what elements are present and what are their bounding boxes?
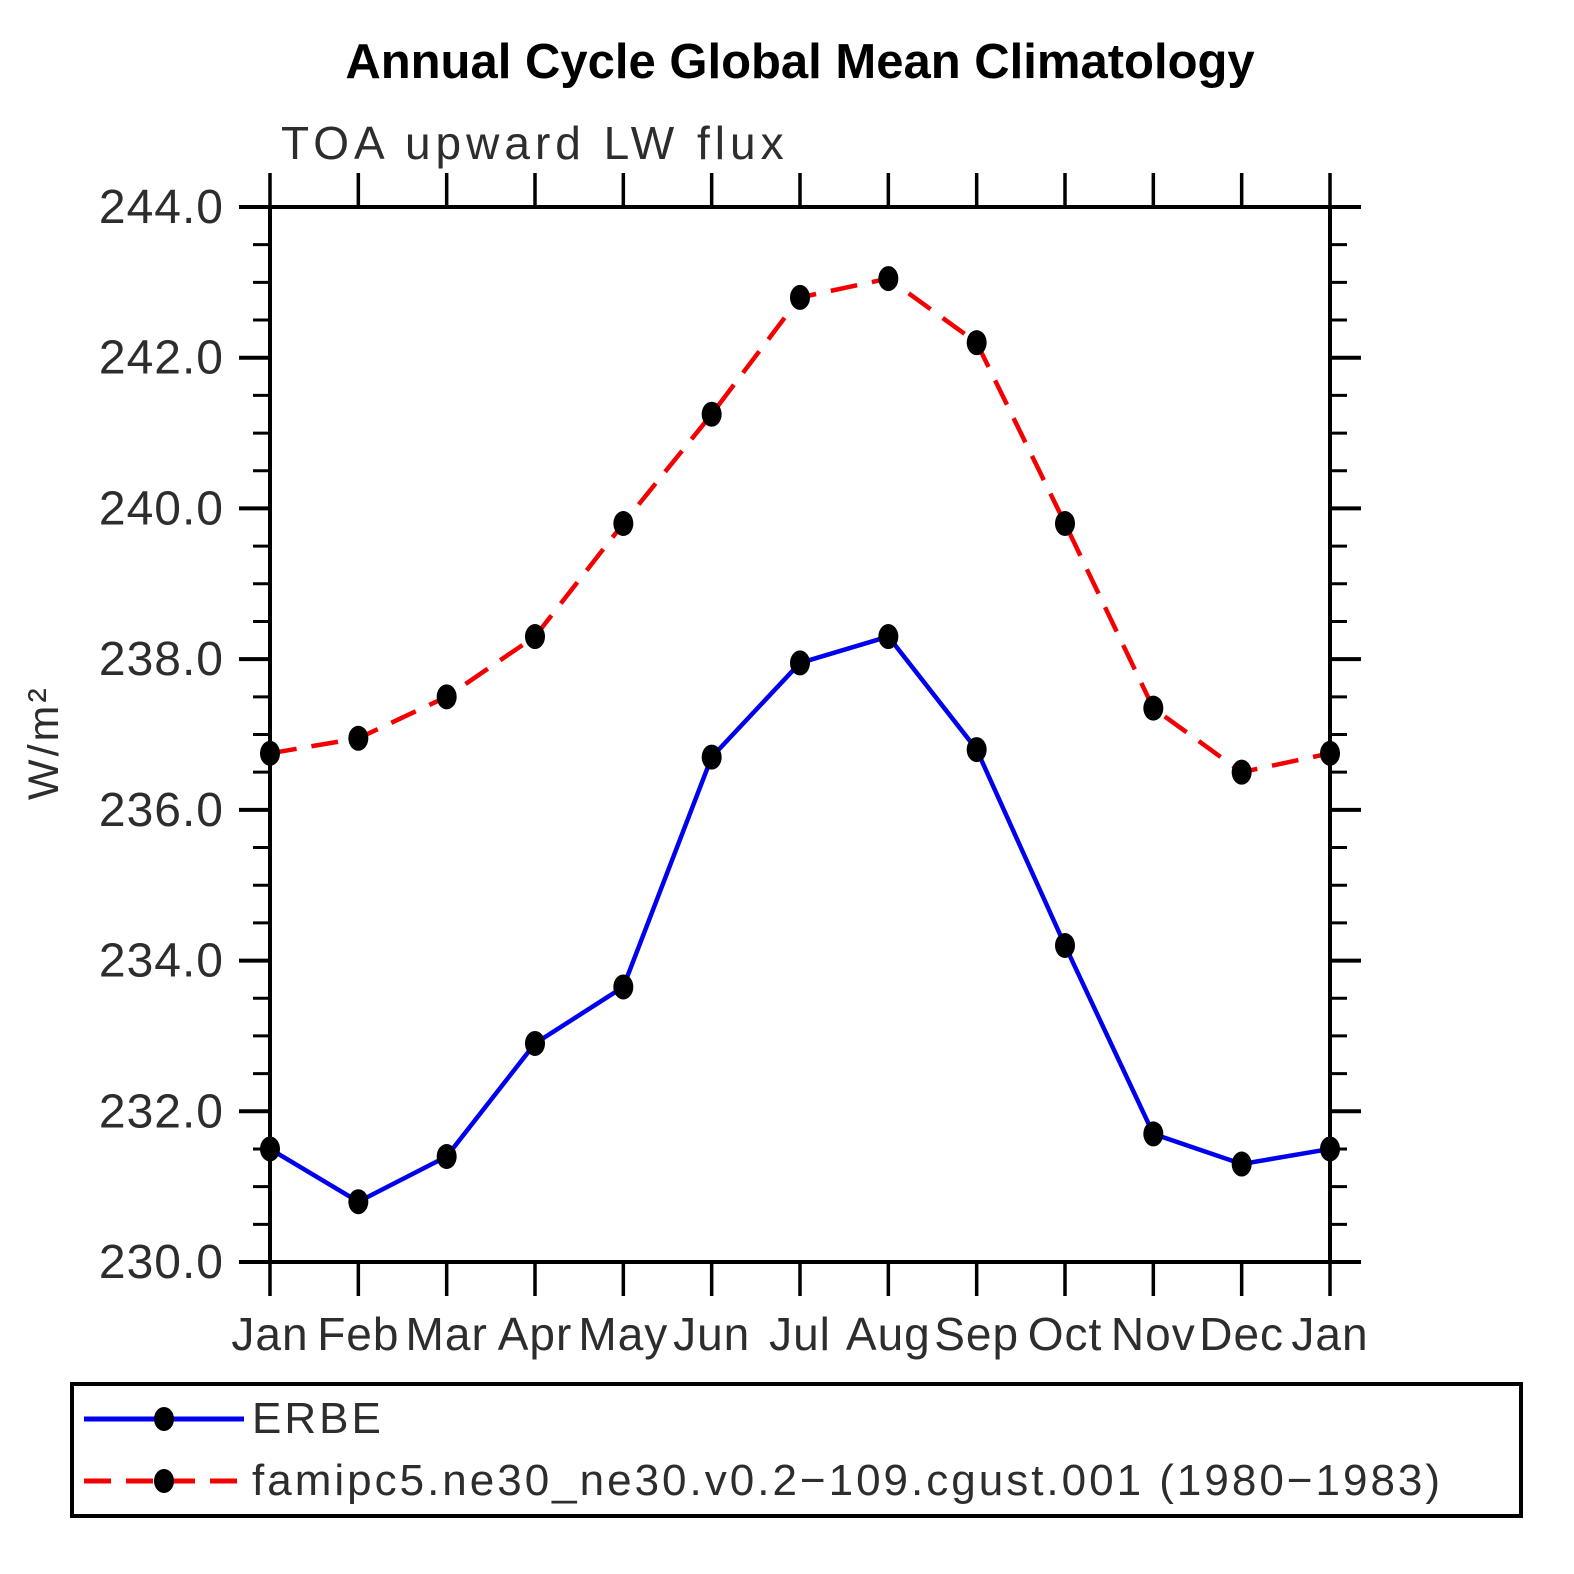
data-point-marker bbox=[436, 1144, 457, 1169]
data-point-marker bbox=[260, 740, 280, 766]
legend-row-model: famipc5.ne30_ne30.v0.2−109.cgust.001 (19… bbox=[80, 1452, 1519, 1510]
data-point-marker bbox=[436, 684, 457, 710]
y-tick-label: 238.0 bbox=[99, 633, 224, 686]
data-point-marker bbox=[348, 725, 369, 751]
data-point-marker bbox=[790, 284, 810, 310]
data-point-marker bbox=[348, 1189, 369, 1215]
y-tick-label: 236.0 bbox=[99, 784, 224, 837]
data-point-marker bbox=[790, 650, 810, 676]
data-point-marker bbox=[1143, 1121, 1164, 1147]
legend-row-erbe: ERBE bbox=[80, 1390, 1519, 1448]
model-marker-icon bbox=[154, 1469, 174, 1493]
data-point-marker bbox=[1143, 695, 1164, 721]
data-point-marker bbox=[878, 624, 899, 650]
y-tick-label: 240.0 bbox=[99, 482, 224, 535]
data-point-marker bbox=[260, 1136, 280, 1162]
data-point-marker bbox=[1231, 1151, 1252, 1177]
x-tick-label: Jun bbox=[673, 1308, 750, 1360]
erbe-marker-icon bbox=[154, 1407, 174, 1431]
data-point-marker bbox=[1231, 759, 1252, 785]
y-tick-label: 244.0 bbox=[99, 181, 224, 234]
x-tick-label: Jan bbox=[1291, 1308, 1368, 1360]
x-tick-label: Jan bbox=[231, 1308, 308, 1360]
y-tick-label: 230.0 bbox=[99, 1236, 224, 1289]
legend-label-model: famipc5.ne30_ne30.v0.2−109.cgust.001 (19… bbox=[252, 1456, 1444, 1505]
erbe-line-sample bbox=[84, 1407, 244, 1431]
data-point-marker bbox=[1055, 511, 1075, 536]
plot-frame bbox=[268, 205, 1332, 1264]
y-tick-label: 242.0 bbox=[99, 332, 224, 385]
data-point-marker bbox=[701, 744, 722, 770]
chart-subtitle: TOA upward LW flux bbox=[281, 117, 789, 169]
data-point-marker bbox=[1320, 1136, 1340, 1162]
data-point-marker bbox=[613, 974, 634, 1000]
x-tick-label: Apr bbox=[498, 1308, 573, 1360]
data-point-marker bbox=[966, 330, 987, 356]
data-point-marker bbox=[878, 266, 899, 292]
x-tick-label: Jul bbox=[769, 1308, 831, 1360]
x-tick-label: Dec bbox=[1199, 1308, 1284, 1360]
model-line-sample bbox=[84, 1469, 244, 1493]
data-point-marker bbox=[1055, 933, 1075, 958]
legend-box: ERBE famipc5.ne30_ne30.v0.2−109.cgust.00… bbox=[70, 1382, 1523, 1518]
x-tick-label: Nov bbox=[1111, 1308, 1196, 1360]
data-point-marker bbox=[525, 624, 545, 650]
data-point-marker bbox=[525, 1030, 545, 1056]
x-tick-label: May bbox=[578, 1308, 668, 1360]
data-point-marker bbox=[1320, 740, 1340, 766]
data-point-marker bbox=[966, 737, 987, 763]
data-point-marker bbox=[701, 401, 722, 427]
x-tick-label: Sep bbox=[934, 1308, 1019, 1360]
legend-label-erbe: ERBE bbox=[252, 1394, 384, 1443]
y-tick-label: 232.0 bbox=[99, 1085, 224, 1138]
y-tick-label: 234.0 bbox=[99, 935, 224, 988]
x-tick-label: Feb bbox=[317, 1308, 399, 1360]
x-tick-label: Aug bbox=[846, 1308, 931, 1360]
x-tick-label: Mar bbox=[406, 1308, 488, 1360]
model-series-line bbox=[269, 276, 1331, 775]
chart-title: Annual Cycle Global Mean Climatology bbox=[345, 35, 1255, 89]
x-tick-label: Oct bbox=[1028, 1308, 1103, 1360]
data-point-marker bbox=[613, 511, 634, 536]
